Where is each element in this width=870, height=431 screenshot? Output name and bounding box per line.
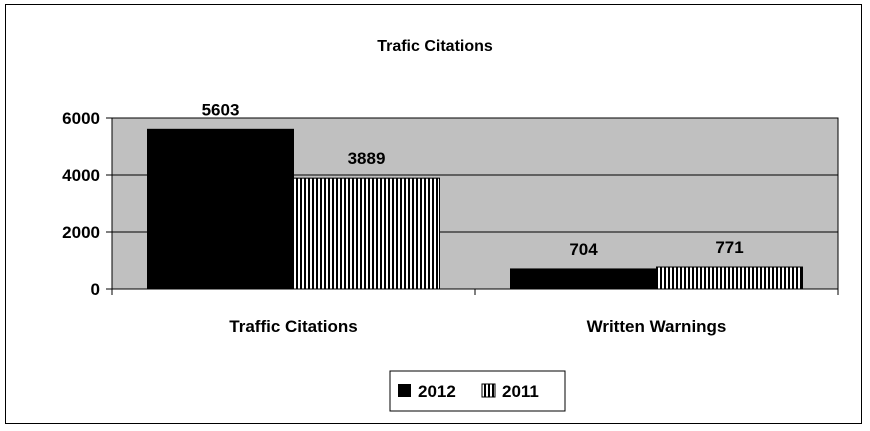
x-axis: Traffic Citations Written Warnings bbox=[111, 288, 839, 336]
data-label: 704 bbox=[569, 240, 598, 259]
data-label: 771 bbox=[715, 238, 743, 257]
chart-title: Trafic Citations bbox=[377, 38, 493, 55]
bars bbox=[147, 128, 803, 290]
bar-2012-1 bbox=[510, 268, 657, 290]
legend-label-2011: 2011 bbox=[502, 382, 539, 401]
y-tick-label: 4000 bbox=[62, 166, 100, 185]
bar-2011-1 bbox=[656, 266, 803, 290]
legend-swatch-2012 bbox=[398, 384, 411, 397]
data-labels: 5603 3889 704 771 bbox=[202, 100, 744, 259]
legend: 2012 2011 bbox=[389, 370, 566, 412]
y-tick-label: 6000 bbox=[62, 109, 100, 128]
bar-2011-0 bbox=[293, 177, 440, 290]
bar-2012-0 bbox=[147, 128, 294, 290]
y-tick-label: 2000 bbox=[62, 223, 100, 242]
data-label: 3889 bbox=[348, 149, 386, 168]
x-category-label: Written Warnings bbox=[587, 317, 727, 336]
data-label: 5603 bbox=[202, 100, 240, 119]
legend-box bbox=[389, 370, 566, 412]
x-category-label: Traffic Citations bbox=[229, 317, 357, 336]
legend-swatch-2011 bbox=[481, 383, 496, 398]
y-axis: 0 2000 4000 6000 bbox=[62, 109, 113, 299]
legend-label-2012: 2012 bbox=[418, 382, 456, 401]
y-tick-label: 0 bbox=[91, 280, 100, 299]
